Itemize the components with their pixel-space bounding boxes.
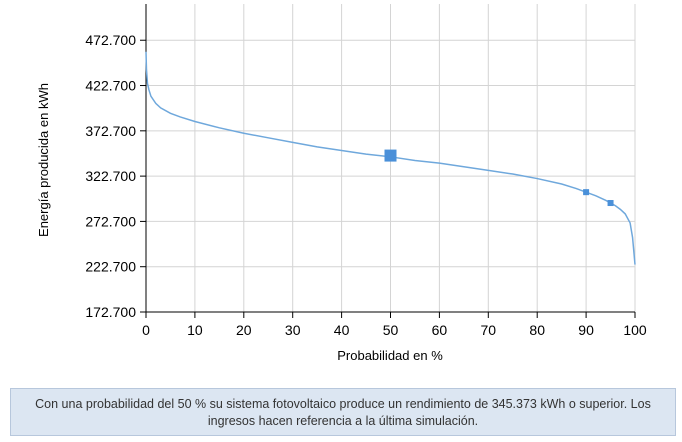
probability-energy-chart: 0 10 20 30 40 50 60 70 80 90 100 172.700 222.700 272.… xyxy=(36,4,647,363)
data-point-marker xyxy=(607,200,614,207)
x-tick-label: 100 xyxy=(623,322,647,338)
y-tick-label: 322.700 xyxy=(85,168,136,184)
x-tick-label: 0 xyxy=(142,322,150,338)
y-tick-label: 272.700 xyxy=(85,213,136,229)
tick-labels: 0 10 20 30 40 50 60 70 80 90 100 172.700 222.700 272.… xyxy=(85,32,647,338)
data-markers xyxy=(384,149,614,207)
info-panel: Con una probabilidad del 50 % su sistema… xyxy=(10,388,676,436)
x-tick-label: 10 xyxy=(187,322,203,338)
data-point-marker xyxy=(384,149,397,162)
x-tick-label: 70 xyxy=(481,322,497,338)
y-axis-label: Energía producida en kWh xyxy=(36,83,51,237)
x-tick-label: 30 xyxy=(285,322,301,338)
y-tick-label: 172.700 xyxy=(85,304,136,320)
x-tick-label: 20 xyxy=(236,322,252,338)
info-text: Con una probabilidad del 50 % su sistema… xyxy=(35,397,651,428)
x-axis-label: Probabilidad en % xyxy=(337,348,443,363)
y-tick-label: 222.700 xyxy=(85,259,136,275)
x-tick-label: 40 xyxy=(334,322,350,338)
y-tick-label: 422.700 xyxy=(85,78,136,94)
data-point-marker xyxy=(583,189,590,196)
y-tick-label: 472.700 xyxy=(85,32,136,48)
x-tick-label: 50 xyxy=(383,322,399,338)
x-tick-label: 80 xyxy=(529,322,545,338)
y-tick-label: 372.700 xyxy=(85,123,136,139)
x-tick-label: 60 xyxy=(432,322,448,338)
x-tick-label: 90 xyxy=(578,322,594,338)
